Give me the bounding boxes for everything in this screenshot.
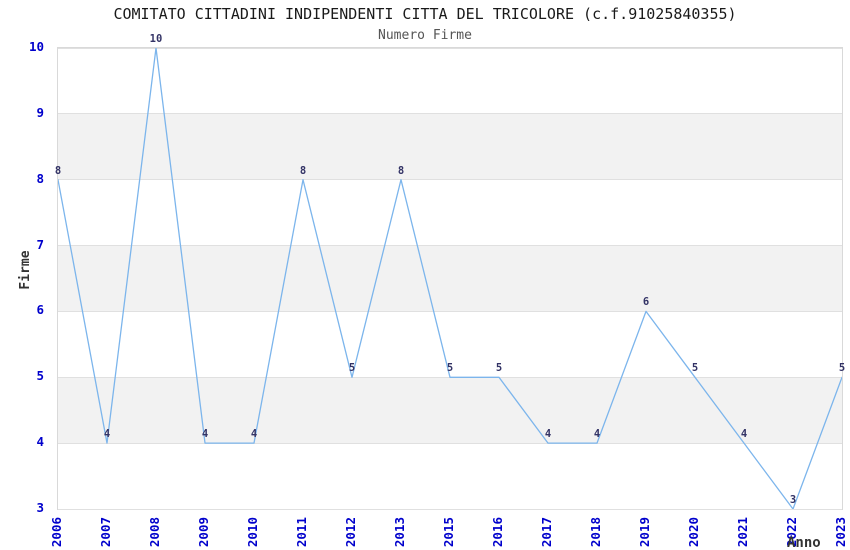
x-axis-title: Anno	[787, 535, 821, 550]
chart-title: COMITATO CITTADINI INDIPENDENTI CITTA DE…	[113, 5, 737, 23]
gridline	[58, 113, 842, 115]
data-label: 6	[642, 296, 650, 309]
y-tick-label: 6	[36, 302, 44, 318]
x-tick-label: 2016	[490, 517, 505, 548]
data-label: 8	[299, 164, 307, 177]
data-label: 4	[103, 428, 111, 441]
y-tick-label: 8	[36, 170, 44, 186]
line-series	[58, 48, 842, 509]
y-tick-label: 7	[36, 236, 44, 252]
y-axis-title: Firme	[18, 250, 33, 290]
x-tick-label: 2015	[441, 517, 456, 548]
data-label: 4	[201, 428, 209, 441]
data-label: 4	[593, 428, 601, 441]
data-label: 4	[544, 428, 552, 441]
x-tick-label: 2012	[343, 517, 358, 548]
plot-area: 8 4 10 4 4 8 5 8 5 5 4 4 6 5 4 3 5	[54, 33, 846, 510]
gridline	[58, 442, 842, 444]
x-tick-label: 2017	[539, 517, 554, 548]
gridline	[58, 508, 842, 510]
x-tick-label: 2008	[147, 517, 162, 548]
x-tick-label: 2009	[196, 517, 211, 548]
x-tick-label: 2019	[637, 517, 652, 548]
x-tick-label: 2020	[686, 517, 701, 548]
data-label: 5	[495, 362, 503, 375]
x-tick-label: 2007	[98, 517, 113, 548]
plot-band	[58, 245, 842, 312]
y-tick-label: 3	[36, 500, 44, 515]
data-label: 3	[789, 494, 797, 506]
y-tick-label: 10	[28, 39, 44, 54]
data-label: 10	[149, 33, 163, 45]
plot-band	[58, 113, 842, 180]
data-label: 5	[348, 362, 356, 375]
data-label: 5	[446, 362, 454, 375]
x-tick-label: 2021	[735, 517, 750, 548]
line-series-path	[58, 48, 842, 509]
gridline	[58, 179, 842, 181]
y-tick-label: 5	[36, 368, 44, 384]
x-tick-label: 2023	[833, 517, 848, 548]
gridline	[58, 47, 842, 49]
x-tick-label: 2006	[49, 517, 64, 548]
x-tick-label: 2011	[294, 517, 309, 548]
x-tick-label: 2018	[588, 517, 603, 548]
x-tick-label: 2010	[245, 517, 260, 548]
plot-band	[58, 377, 842, 444]
chart-subtitle: Numero Firme	[378, 28, 472, 43]
data-label: 8	[397, 164, 405, 177]
y-tick-label: 9	[36, 104, 44, 120]
gridline	[58, 245, 842, 247]
data-label: 5	[838, 362, 846, 375]
data-label: 4	[250, 428, 258, 441]
data-label: 8	[54, 164, 62, 177]
y-tick-label: 4	[36, 434, 44, 450]
data-label: 5	[691, 362, 699, 375]
gridline	[58, 310, 842, 312]
data-label: 4	[740, 428, 748, 441]
x-tick-label: 2013	[392, 517, 407, 548]
